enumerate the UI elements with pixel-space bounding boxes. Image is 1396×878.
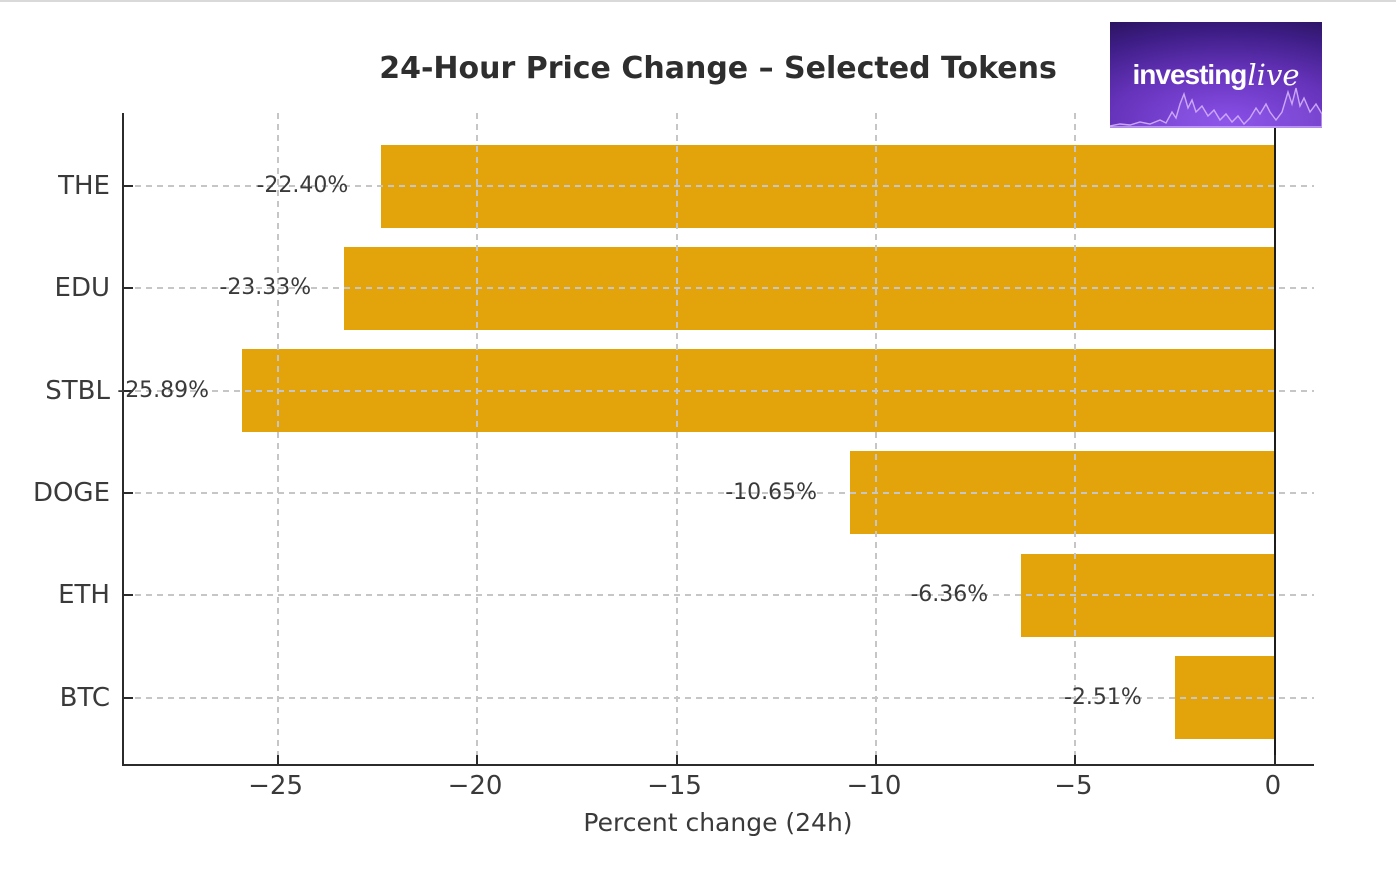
logo-text-live: live	[1247, 58, 1300, 92]
v-gridline	[874, 113, 877, 764]
logo-sparkline-icon	[1110, 87, 1322, 128]
x-tick-label: −10	[846, 771, 902, 801]
logo-text-investing: investing	[1132, 59, 1247, 90]
x-tick-label: −15	[647, 771, 702, 801]
y-axis-tick	[124, 287, 133, 290]
y-axis-tick	[124, 185, 133, 187]
h-gridline	[124, 696, 1314, 699]
h-gridline	[124, 185, 1314, 187]
bar-value-label: -25.89%	[117, 377, 210, 403]
bar-value-label: -23.33%	[219, 275, 312, 301]
y-axis-label-stbl: STBL	[45, 375, 110, 406]
investinglive-logo: investing live	[1110, 22, 1322, 128]
x-tick-label: −25	[248, 771, 304, 801]
y-axis-label-btc: BTC	[59, 682, 110, 713]
x-axis-title: Percent change (24h)	[583, 808, 853, 837]
y-axis-label-the: THE	[58, 171, 110, 201]
v-gridline	[276, 113, 279, 764]
y-axis-label-edu: EDU	[54, 273, 110, 304]
bar-value-label: -6.36%	[910, 582, 989, 608]
v-gridline	[675, 113, 678, 764]
x-axis-tick	[675, 755, 678, 764]
x-axis-tick	[476, 755, 479, 764]
y-axis-tick	[124, 389, 133, 392]
window-top-border	[0, 0, 1396, 2]
h-gridline	[124, 594, 1314, 597]
x-tick-label: −5	[1054, 771, 1093, 801]
x-tick-label: −20	[447, 771, 503, 801]
bar-value-label: -10.65%	[725, 479, 818, 505]
x-axis-tick	[1273, 755, 1276, 764]
y-axis-tick	[124, 491, 133, 494]
zero-axis-line	[1273, 113, 1276, 764]
logo-text: investing live	[1110, 22, 1322, 128]
v-gridline	[1074, 113, 1077, 764]
y-axis-label-eth: ETH	[58, 580, 110, 611]
x-axis-tick	[276, 755, 279, 764]
h-gridline	[124, 389, 1314, 392]
x-tick-label: 0	[1264, 771, 1282, 801]
bar-value-label: -22.40%	[256, 173, 349, 198]
y-axis-tick	[124, 696, 133, 699]
h-gridline	[124, 491, 1314, 494]
plot-area: -22.40% -23.33% -25.89% -10.65% -6.36% -2.51%	[117, 113, 1314, 766]
y-axis-label-doge: DOGE	[32, 477, 110, 508]
x-axis-tick	[874, 755, 877, 764]
chart-title: 24-Hour Price Change – Selected Tokens	[379, 51, 1057, 86]
bar-value-label: -2.51%	[1063, 684, 1142, 710]
h-gridline	[124, 287, 1314, 290]
y-axis-tick	[124, 594, 133, 597]
v-gridline	[476, 113, 479, 764]
x-axis-tick	[1074, 755, 1077, 764]
